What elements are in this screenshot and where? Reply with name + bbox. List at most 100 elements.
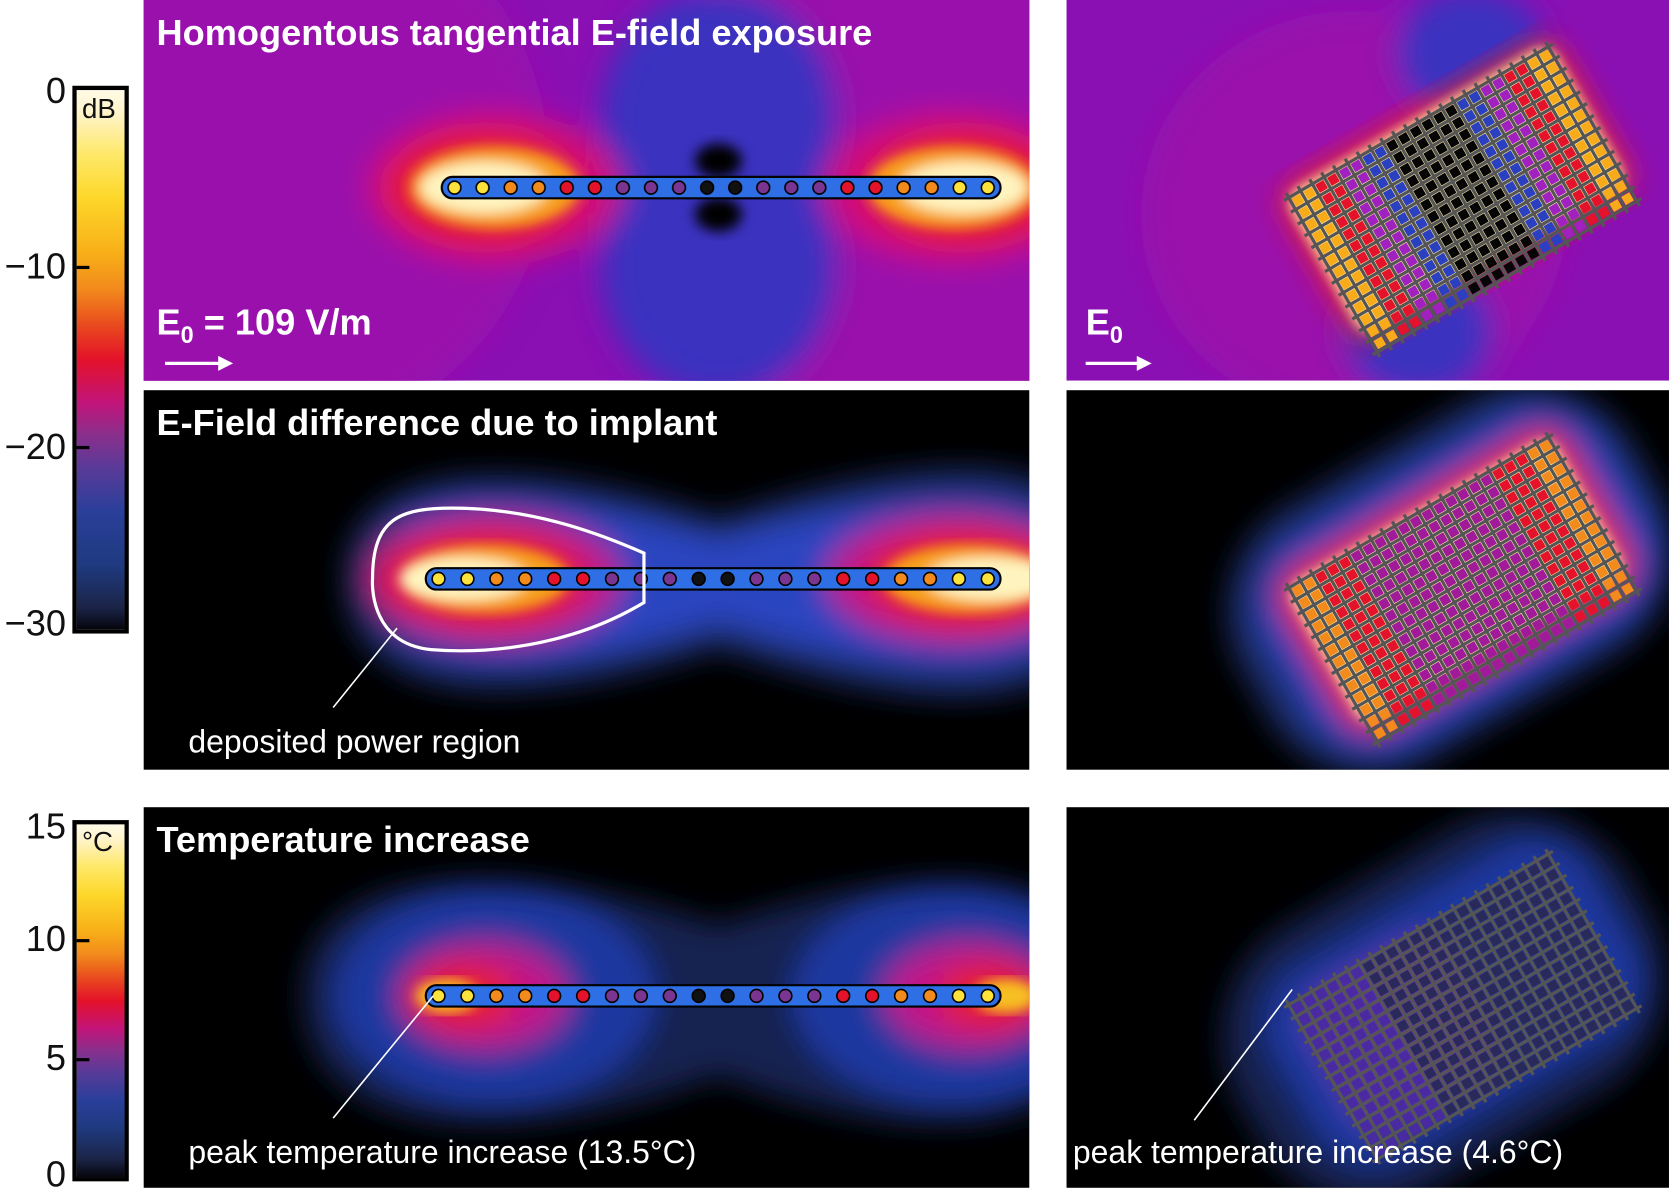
mesh-cell [1374,646,1388,660]
mesh-cell [1425,569,1438,583]
mesh-cell [1420,1005,1433,1019]
mesh-cell [1366,604,1379,617]
mesh-cell [1492,77,1506,90]
mesh-cell [1462,189,1476,203]
mesh-cell [1497,559,1511,573]
mesh-cell [1507,938,1521,952]
mesh-cell [1371,1002,1384,1016]
mesh-cell [1389,590,1403,604]
mesh-cell [1317,1017,1330,1031]
mesh-cell [1541,80,1555,94]
mesh-cell [1391,620,1405,634]
mesh-cell [1502,540,1516,554]
mesh-cell [1391,1037,1405,1051]
mesh-cell [1345,568,1359,582]
mesh-cell [1322,191,1335,205]
mesh-cell [1543,1028,1557,1042]
mesh-cell [1350,966,1364,980]
mesh-cell [1409,932,1423,946]
mesh-cell [1315,987,1329,1001]
mesh-cell [1609,589,1623,603]
panel-difference-plate: E-Field difference due to implant deposi… [143,390,1030,770]
plate-screw-hole [951,988,967,1004]
mesh-cell [1303,186,1317,200]
mesh-cell [1582,541,1595,555]
mesh-cell [1528,167,1541,181]
mesh-cell [1421,619,1435,632]
mesh-cell [1418,167,1432,181]
mesh-strut [1283,42,1554,202]
mesh-cell [1509,552,1523,566]
mesh-cell [1460,659,1474,673]
mesh-cell [1504,877,1517,891]
mesh-cell [1595,175,1609,189]
mesh-cell [1479,1081,1493,1095]
mesh-cell [1558,165,1572,179]
mesh-cell [1381,268,1395,282]
mesh-cell [1568,127,1582,141]
field-strength-label: E0 = 109 V/m [156,302,371,349]
mesh-cell [1546,172,1560,186]
mesh-strut [1296,873,1568,1033]
mesh-cell [1322,999,1335,1012]
mesh-cell [1544,948,1558,962]
mesh-strut [1337,944,1609,1105]
mesh-cell [1366,714,1380,728]
mesh-cell [1396,712,1410,726]
mesh-cell [1541,190,1555,204]
mesh-cell [1490,964,1504,978]
mesh-cell [1337,1053,1351,1067]
mesh-cell [1470,622,1484,636]
mesh-cell [1350,549,1364,563]
mesh-cell [1406,1092,1420,1106]
mesh-cell [1470,121,1484,135]
plate-screw-hole [604,571,620,587]
mesh-cell [1373,726,1387,740]
mesh-strut [1344,539,1616,699]
mesh-cell [1385,329,1398,343]
mesh-cell [1602,187,1616,201]
mesh-cell [1499,896,1512,910]
mesh-cell [1327,563,1340,577]
mesh-cell [1457,208,1471,222]
mesh-cell [1396,322,1410,336]
mesh-cell [1342,1034,1356,1048]
field-map-difference-mesh [1227,390,1669,770]
mesh-cell [1367,244,1381,258]
mesh-cell [1369,971,1383,985]
mesh-cell [1371,695,1385,709]
mesh-cell [1444,295,1457,309]
mesh-cell [1494,914,1507,928]
mesh-cell [1351,660,1364,674]
mesh-cell [1393,261,1407,275]
mesh-cell [1590,584,1604,598]
mesh-cell [1602,994,1616,1008]
mesh-cell [1572,189,1585,202]
plate-screw-hole [475,180,490,195]
mesh-cell [1432,302,1446,315]
panel-temperature-mesh: peak temperature increase (4.6°C) [1066,807,1669,1188]
mesh-cell [1401,694,1415,707]
mesh-cell [1362,542,1376,556]
mesh-cell [1506,211,1520,225]
plate-screw-hole [489,988,504,1004]
mesh-cell [1479,274,1493,288]
mesh-cell [1428,1047,1442,1061]
mesh-cell [1512,502,1526,516]
mesh-cell [1428,130,1442,144]
mesh-cell [1600,156,1614,170]
mesh-cell [1462,579,1476,593]
mesh-cell [1371,195,1384,208]
mesh-cell [1531,1035,1545,1049]
mesh-cell [1425,179,1438,193]
mesh-cell [1573,609,1587,623]
mesh-cell [1396,211,1410,225]
colorbar-temperature-unit: °C [81,825,114,858]
mesh-cell [1377,206,1391,220]
mesh-cell [1489,627,1503,641]
mesh-cell [1398,632,1412,646]
mesh-cell [1497,976,1511,990]
mesh-cell [1526,136,1540,150]
mesh-cell [1364,573,1378,587]
mesh-cell [1470,232,1484,245]
